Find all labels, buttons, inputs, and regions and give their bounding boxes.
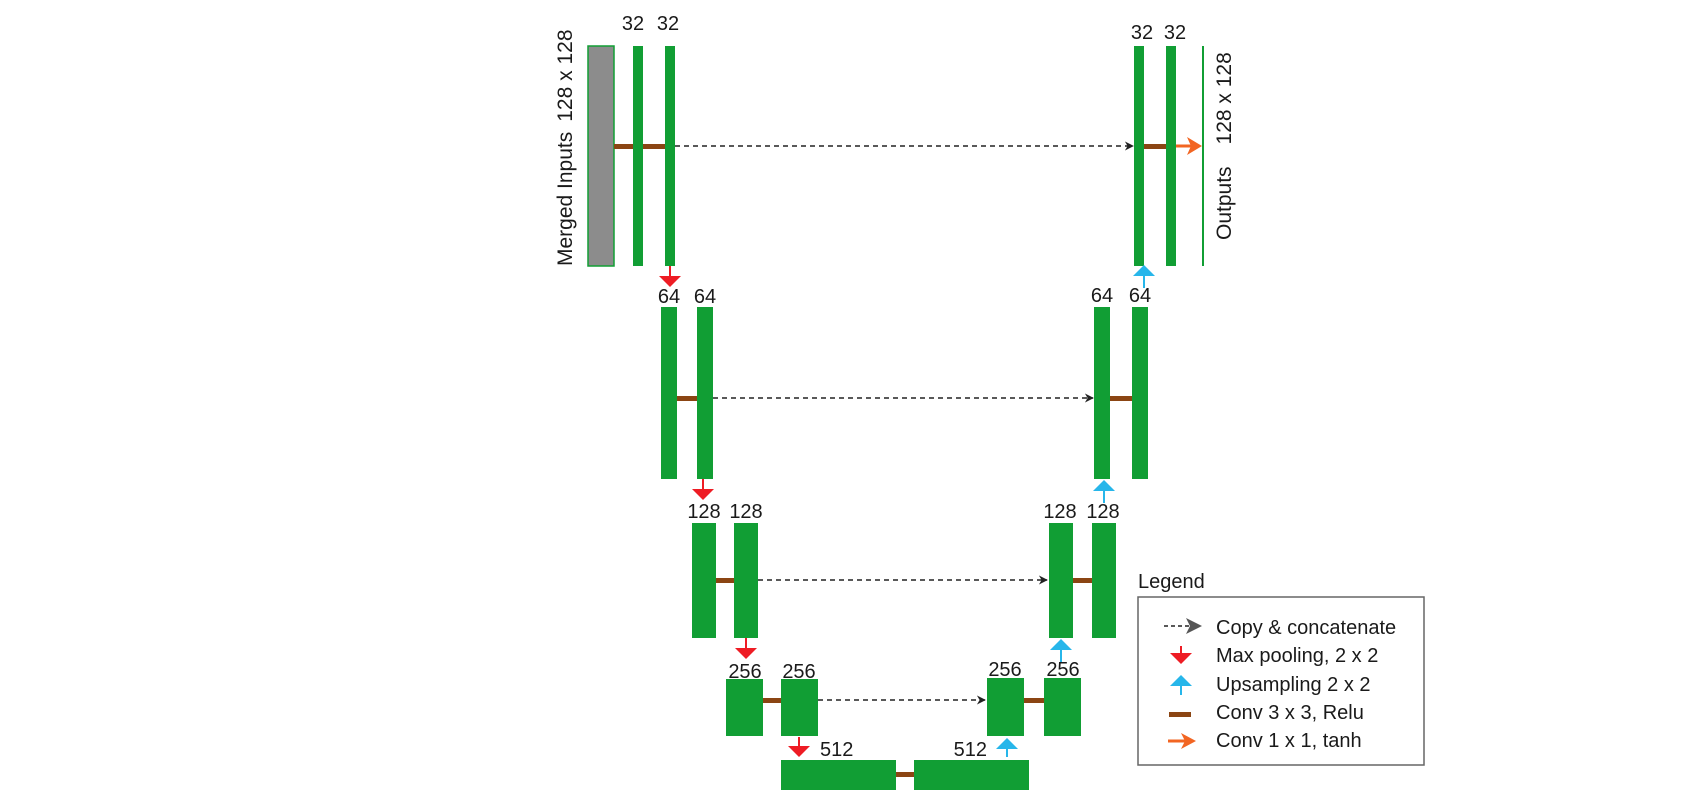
input-image bbox=[587, 45, 615, 267]
maxpool-arrow-icon bbox=[788, 737, 810, 757]
conv3x3-bar bbox=[1144, 144, 1166, 149]
orange-arrow-icon bbox=[1168, 733, 1196, 749]
dec4-map-a bbox=[987, 678, 1024, 736]
enc3-map-b bbox=[734, 523, 758, 638]
legend-item-conv3x3: Conv 3 x 3, Relu bbox=[1216, 702, 1364, 724]
enc1-channels-a: 32 bbox=[622, 13, 644, 35]
legend-item-copy: Copy & concatenate bbox=[1216, 617, 1396, 639]
legend-item-maxpool: Max pooling, 2 x 2 bbox=[1216, 645, 1378, 667]
conv3x3-bar bbox=[763, 698, 781, 703]
upsample-arrow-icon bbox=[1050, 639, 1072, 662]
dec2-map-b bbox=[1132, 307, 1148, 479]
enc4-map-a bbox=[726, 679, 763, 736]
blue-up-arrow-icon bbox=[1170, 675, 1192, 695]
bottleneck-map-a bbox=[781, 760, 896, 790]
dec2-channels-a: 64 bbox=[1091, 285, 1113, 307]
dec3-channels-b: 128 bbox=[1086, 501, 1119, 523]
dec4-map-b bbox=[1044, 678, 1081, 736]
dec1-channels-a: 32 bbox=[1131, 22, 1153, 44]
input-label: Merged Inputs128 x 128 bbox=[554, 30, 577, 267]
dec3-map-a bbox=[1049, 523, 1073, 638]
enc2-channels-a: 64 bbox=[658, 286, 680, 308]
enc1-channels-b: 32 bbox=[657, 13, 679, 35]
maxpool-arrow-icon bbox=[692, 479, 714, 500]
dec2-channels-b: 64 bbox=[1129, 285, 1151, 307]
enc2-map-a bbox=[661, 307, 677, 479]
dec2-map-a bbox=[1094, 307, 1110, 479]
bottleneck-channels-a: 512 bbox=[820, 739, 853, 761]
maxpool-arrow-icon bbox=[735, 638, 757, 659]
enc1-map-b bbox=[665, 46, 675, 266]
legend-item-conv1x1: Conv 1 x 1, tanh bbox=[1216, 730, 1362, 752]
dec1-channels-b: 32 bbox=[1164, 22, 1186, 44]
legend-item-upsample: Upsampling 2 x 2 bbox=[1216, 674, 1371, 696]
enc4-channels-a: 256 bbox=[728, 661, 761, 683]
bottleneck-channels-b: 512 bbox=[954, 739, 987, 761]
brown-bar-icon bbox=[1169, 712, 1191, 717]
conv3x3-bar bbox=[716, 578, 734, 583]
conv3x3-bar bbox=[643, 144, 665, 149]
output-label: Outputs128 x 128 bbox=[1213, 52, 1236, 240]
enc3-channels-b: 128 bbox=[729, 501, 762, 523]
dec4-channels-b: 256 bbox=[1046, 659, 1079, 681]
enc1-map-a bbox=[633, 46, 643, 266]
conv3x3-bar bbox=[677, 396, 697, 401]
bottleneck-map-b bbox=[914, 760, 1029, 790]
conv3x3-bar bbox=[1110, 396, 1132, 401]
conv3x3-bar bbox=[1073, 578, 1092, 583]
conv3x3-bar bbox=[896, 772, 914, 777]
enc2-channels-b: 64 bbox=[694, 286, 716, 308]
dec4-channels-a: 256 bbox=[988, 659, 1021, 681]
legend-title: Legend bbox=[1138, 571, 1205, 593]
conv1x1-arrow-icon bbox=[1176, 137, 1202, 155]
enc4-channels-b: 256 bbox=[782, 661, 815, 683]
enc3-channels-a: 128 bbox=[687, 501, 720, 523]
dec3-channels-a: 128 bbox=[1043, 501, 1076, 523]
dashed-arrow-icon bbox=[1164, 618, 1202, 634]
enc4-map-b bbox=[781, 679, 818, 736]
enc2-map-b bbox=[697, 307, 713, 479]
dec1-map-a bbox=[1134, 46, 1144, 266]
conv3x3-bar bbox=[1024, 698, 1044, 703]
dec3-map-b bbox=[1092, 523, 1116, 638]
upsample-arrow-icon bbox=[1093, 480, 1115, 503]
upsample-arrow-icon bbox=[1133, 265, 1155, 288]
enc3-map-a bbox=[692, 523, 716, 638]
conv3x3-bar bbox=[614, 144, 633, 149]
upsample-arrow-icon bbox=[996, 738, 1018, 757]
red-down-arrow-icon bbox=[1170, 646, 1192, 664]
maxpool-arrow-icon bbox=[659, 266, 681, 287]
dec1-map-b bbox=[1166, 46, 1176, 266]
